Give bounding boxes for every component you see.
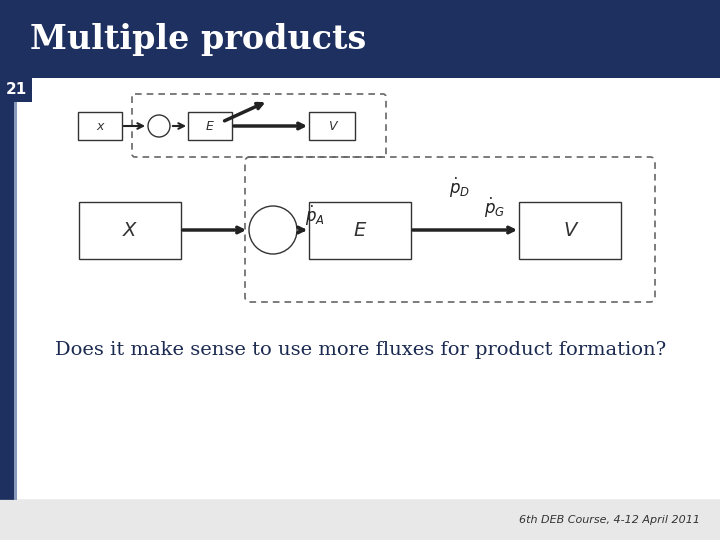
Bar: [0, 500, 720, 540]
Text: V: V: [563, 220, 577, 240]
Text: E: E: [354, 220, 366, 240]
Text: $\dot{p}_A$: $\dot{p}_A$: [305, 204, 325, 228]
Circle shape: [249, 206, 297, 254]
Text: 6th DEB Course, 4-12 April 2011: 6th DEB Course, 4-12 April 2011: [519, 515, 700, 525]
Text: Multiple products: Multiple products: [30, 23, 366, 56]
Bar: [0, 78, 14, 500]
Circle shape: [148, 115, 170, 137]
FancyBboxPatch shape: [309, 112, 355, 140]
Bar: [14, 78, 17, 500]
FancyBboxPatch shape: [309, 201, 411, 259]
Text: V: V: [328, 119, 336, 132]
FancyBboxPatch shape: [519, 201, 621, 259]
Text: x: x: [96, 119, 104, 132]
FancyBboxPatch shape: [78, 112, 122, 140]
Text: X: X: [123, 220, 137, 240]
Text: $\dot{p}_G$: $\dot{p}_G$: [485, 196, 505, 220]
Text: E: E: [206, 119, 214, 132]
Text: Does it make sense to use more fluxes for product formation?: Does it make sense to use more fluxes fo…: [55, 341, 666, 359]
Bar: [0, 78, 32, 102]
FancyBboxPatch shape: [188, 112, 232, 140]
Text: 21: 21: [5, 83, 27, 98]
Text: $\dot{p}_D$: $\dot{p}_D$: [449, 176, 471, 200]
Bar: [0, 0, 720, 78]
FancyBboxPatch shape: [79, 201, 181, 259]
